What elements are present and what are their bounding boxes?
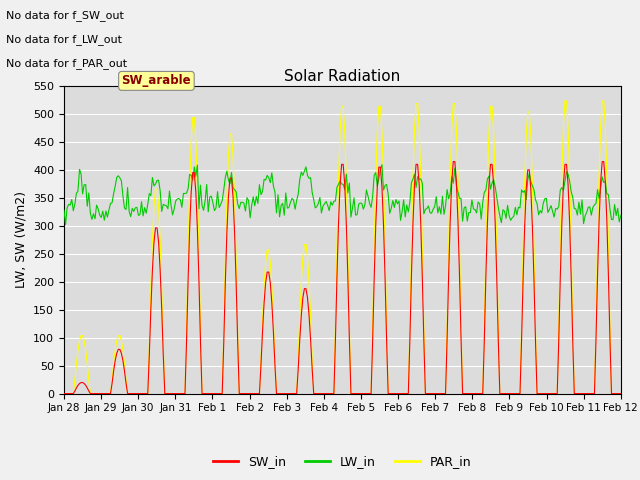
Text: No data for f_SW_out: No data for f_SW_out (6, 10, 124, 21)
Text: No data for f_PAR_out: No data for f_PAR_out (6, 58, 127, 69)
Text: SW_arable: SW_arable (122, 74, 191, 87)
Legend: SW_in, LW_in, PAR_in: SW_in, LW_in, PAR_in (209, 450, 476, 473)
Title: Solar Radiation: Solar Radiation (284, 69, 401, 84)
Y-axis label: LW, SW (W/m2): LW, SW (W/m2) (15, 192, 28, 288)
Text: No data for f_LW_out: No data for f_LW_out (6, 34, 122, 45)
